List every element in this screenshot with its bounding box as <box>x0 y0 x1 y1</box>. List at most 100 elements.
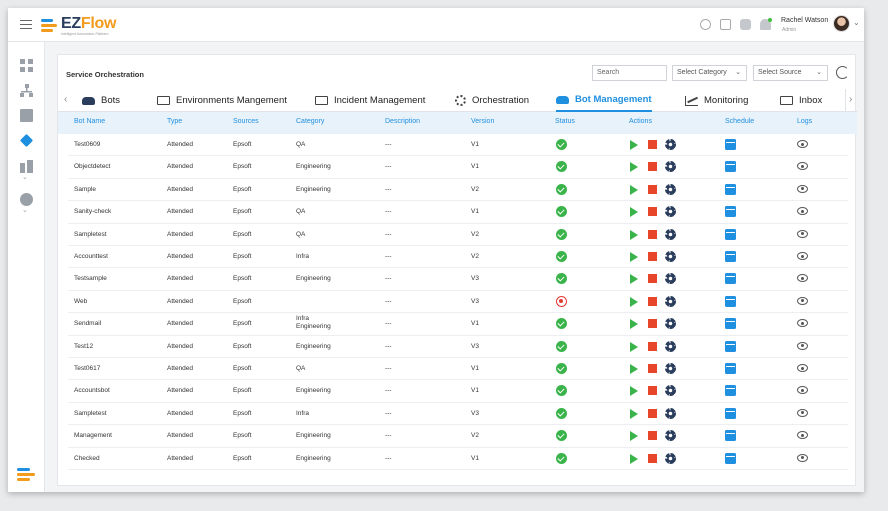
table-row[interactable]: Sanity-check Attended Epsoft QA --- V1 <box>68 201 848 224</box>
table-row[interactable]: Testsample Attended Epsoft Engineering --- V3 <box>68 268 848 291</box>
bot-name-cell[interactable]: Web <box>74 297 88 305</box>
calendar-icon[interactable] <box>725 452 736 464</box>
settings-gear-icon[interactable] <box>665 385 676 397</box>
stop-icon[interactable] <box>648 252 657 261</box>
settings-gear-icon[interactable] <box>665 430 676 442</box>
calendar-icon[interactable] <box>725 183 736 195</box>
tab-monitoring[interactable]: Monitoring <box>685 89 748 112</box>
calendar-icon[interactable] <box>725 407 736 419</box>
stop-icon[interactable] <box>648 184 657 194</box>
chevron-down-icon[interactable]: ⌄ <box>22 174 28 181</box>
bot-name-cell[interactable]: Accountsbot <box>74 387 110 395</box>
play-icon[interactable] <box>630 319 638 330</box>
bot-name-cell[interactable]: Sendmail <box>74 320 102 328</box>
play-icon[interactable] <box>630 207 638 218</box>
table-row[interactable]: Test0617 Attended Epsoft QA --- V1 <box>68 358 848 381</box>
table-row[interactable]: Checked Attended Epsoft Engineering --- V1 <box>68 448 848 470</box>
eye-icon[interactable] <box>797 140 808 148</box>
stop-icon[interactable] <box>648 386 657 396</box>
chevron-right-icon[interactable]: › <box>845 89 852 111</box>
column-header[interactable]: Status <box>555 118 575 125</box>
bot-name-cell[interactable]: Sampletest <box>74 230 107 238</box>
stop-icon[interactable] <box>648 140 657 149</box>
table-row[interactable]: Sampletest Attended Epsoft QA --- V2 <box>68 224 848 246</box>
bot-name-cell[interactable]: Objectdetect <box>74 163 111 171</box>
stop-icon[interactable] <box>648 431 657 441</box>
chevron-down-icon[interactable]: ⌄ <box>853 18 860 27</box>
tab-incident-management[interactable]: Incident Management <box>315 89 425 112</box>
table-row[interactable]: Objectdetect Attended Epsoft Engineering ---… <box>68 156 848 179</box>
stop-icon[interactable] <box>648 408 657 418</box>
chevron-down-icon[interactable]: ⌄ <box>22 207 28 214</box>
table-row[interactable]: Web Attended Epsoft --- V3 <box>68 291 848 314</box>
eye-icon[interactable] <box>797 229 808 238</box>
bot-name-cell[interactable]: Sanity-check <box>74 208 112 216</box>
eye-icon[interactable] <box>797 364 808 372</box>
search-input[interactable]: Search <box>592 65 667 81</box>
bot-name-cell[interactable]: Sampletest <box>74 409 107 417</box>
bot-name-cell[interactable]: Test0609 <box>74 141 101 148</box>
eye-icon[interactable] <box>797 274 808 283</box>
bot-name-cell[interactable]: Checked <box>74 454 100 462</box>
eye-icon[interactable] <box>797 408 808 417</box>
column-header[interactable]: Schedule <box>725 118 755 125</box>
stop-icon[interactable] <box>648 364 657 373</box>
chevron-left-icon[interactable]: ‹ <box>64 94 68 105</box>
bot-name-cell[interactable]: Sample <box>74 185 97 193</box>
column-header[interactable]: Logs <box>797 118 813 125</box>
tab-inbox[interactable]: Inbox <box>780 89 822 112</box>
column-header[interactable]: Bot Name <box>74 118 106 125</box>
stop-icon[interactable] <box>648 229 657 239</box>
play-icon[interactable] <box>630 296 638 307</box>
settings-gear-icon[interactable] <box>665 161 676 173</box>
eye-icon[interactable] <box>797 184 808 193</box>
column-header[interactable]: Version <box>471 118 495 125</box>
stop-icon[interactable] <box>648 162 657 172</box>
add-box-icon[interactable] <box>720 19 731 30</box>
chat-icon[interactable] <box>740 19 751 30</box>
column-header[interactable]: Description <box>385 118 421 125</box>
calendar-icon[interactable] <box>725 385 736 397</box>
stop-icon[interactable] <box>648 453 657 463</box>
table-row[interactable]: Accounttest Attended Epsoft Infra --- V2 <box>68 246 848 269</box>
eye-icon[interactable] <box>797 252 808 260</box>
refresh-icon[interactable] <box>836 66 849 79</box>
table-row[interactable]: Accountsbot Attended Epsoft Engineering --- V… <box>68 380 848 403</box>
settings-gear-icon[interactable] <box>665 452 676 464</box>
calendar-icon[interactable] <box>725 430 736 442</box>
table-row[interactable]: Test0609 Attended Epsoft QA --- V1 <box>68 134 848 157</box>
table-row[interactable]: Management Attended Epsoft Engineering --- V2 <box>68 425 848 448</box>
eye-icon[interactable] <box>797 319 808 328</box>
eye-icon[interactable] <box>797 207 808 216</box>
tab-bots[interactable]: Bots <box>82 89 120 112</box>
app-logo[interactable]: EZFlow Intelligent Automation Platform <box>41 15 116 37</box>
more-options-icon[interactable] <box>20 193 33 206</box>
stop-icon[interactable] <box>648 341 657 351</box>
tab-bot-management[interactable]: Bot Management <box>556 89 652 112</box>
stop-icon[interactable] <box>648 274 657 284</box>
layers-icon[interactable] <box>19 133 34 148</box>
play-icon[interactable] <box>630 252 638 262</box>
calendar-icon[interactable] <box>725 139 736 150</box>
search-icon[interactable] <box>700 19 711 30</box>
column-header[interactable]: Sources <box>233 118 259 125</box>
calendar-icon[interactable] <box>725 363 736 374</box>
notification-bell-icon[interactable] <box>760 18 772 30</box>
settings-gear-icon[interactable] <box>665 206 676 218</box>
play-icon[interactable] <box>630 274 638 285</box>
source-select[interactable]: Select Source ⌄ <box>753 65 828 81</box>
calendar-icon[interactable] <box>725 340 736 352</box>
bot-name-cell[interactable]: Management <box>74 432 112 440</box>
bot-name-cell[interactable]: Accounttest <box>74 253 108 260</box>
calendar-icon[interactable] <box>725 206 736 218</box>
settings-gear-icon[interactable] <box>665 295 676 307</box>
bot-name-cell[interactable]: Test12 <box>74 342 94 350</box>
settings-gear-icon[interactable] <box>665 340 676 352</box>
eye-icon[interactable] <box>797 162 808 171</box>
settings-gear-icon[interactable] <box>665 407 676 419</box>
building-icon[interactable] <box>20 160 33 173</box>
play-icon[interactable] <box>630 140 638 150</box>
play-icon[interactable] <box>630 229 638 240</box>
column-header[interactable]: Category <box>296 118 325 125</box>
play-icon[interactable] <box>630 364 638 374</box>
